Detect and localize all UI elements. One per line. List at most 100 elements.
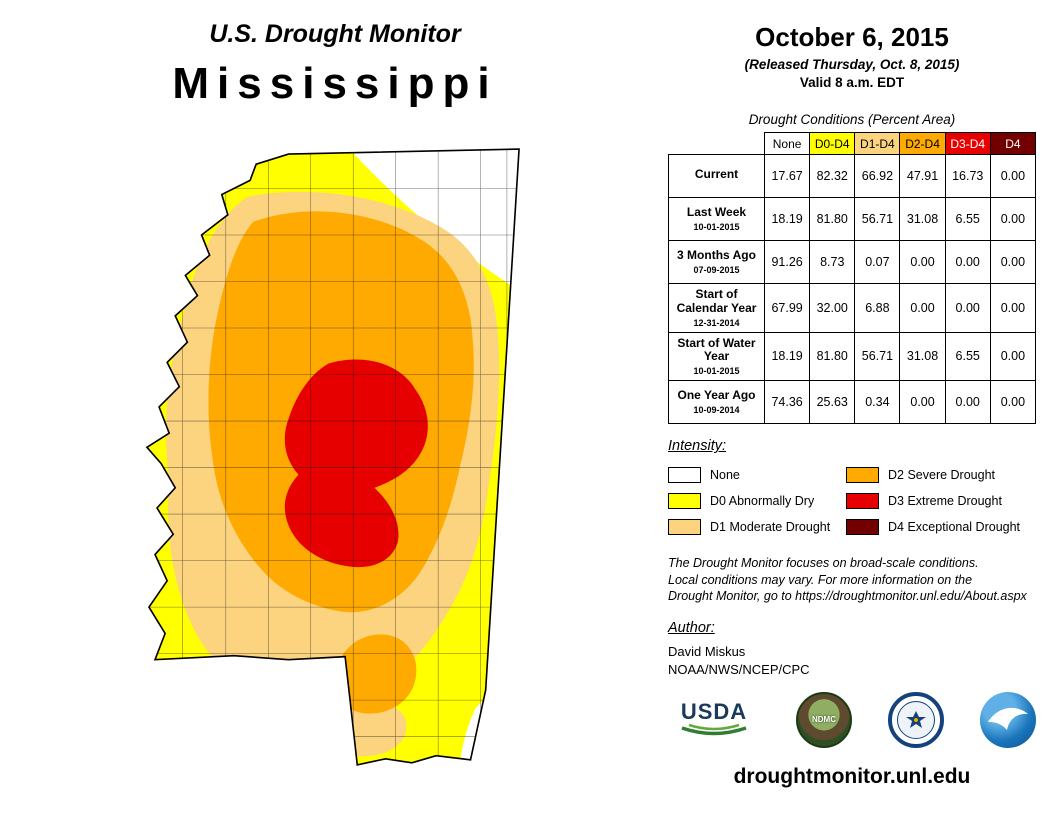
cell-value: 8.73	[809, 240, 856, 284]
d0-swatch	[668, 493, 701, 510]
d3-region	[284, 359, 428, 568]
row-label-cell: Last Week 10-01-2015	[668, 197, 765, 241]
table-row-one-year-ago: One Year Ago 10-09-2014 74.36 25.63 0.34…	[668, 380, 1037, 425]
author-heading: Author:	[668, 619, 715, 636]
row-label: 3 Months Ago	[677, 248, 756, 263]
table-row-start-water-year: Start of Water Year 10-01-2015 18.19 81.…	[668, 331, 1037, 382]
cell-value: 47.91	[899, 154, 946, 198]
row-sublabel: 07-09-2015	[693, 264, 740, 275]
cell-value: 0.00	[989, 240, 1037, 284]
cell-value: 0.00	[989, 154, 1037, 198]
row-label-cell: Current	[668, 154, 765, 198]
mississippi-drought-map	[136, 146, 532, 778]
cell-value: 0.00	[899, 380, 946, 425]
cell-value: 18.19	[763, 197, 811, 241]
legend-item-none: None	[668, 462, 846, 488]
state-outline	[145, 148, 520, 766]
ndmc-logo-text: NDMC	[812, 715, 836, 725]
report-date: October 6, 2015	[755, 22, 949, 52]
cell-value: 0.00	[989, 283, 1037, 333]
none-swatch	[668, 467, 701, 484]
cell-value: 16.73	[944, 154, 991, 198]
commerce-seal-inner	[897, 700, 935, 739]
cell-value: 18.19	[763, 331, 811, 382]
d1-swatch	[668, 519, 701, 536]
cell-value: 0.00	[899, 283, 946, 333]
legend-label: D0 Abnormally Dry	[710, 494, 815, 509]
drought-conditions-table: None D0-D4 D1-D4 D2-D4 D3-D4 D4 Current …	[668, 132, 1037, 425]
title-block: U.S. Drought Monitor Mississippi	[130, 20, 540, 109]
legend-item-d2: D2 Severe Drought	[846, 462, 1036, 488]
col-header-d0-d4: D0-D4	[809, 132, 856, 155]
row-label: Start of Calendar Year	[676, 287, 757, 315]
author-block: Author: David Miskus NOAA/NWS/NCEP/CPC	[668, 620, 1036, 677]
table-row-current: Current 17.67 82.32 66.92 47.91 16.73 0.…	[668, 154, 1037, 198]
row-sublabel: 10-09-2014	[693, 405, 740, 416]
cell-value: 6.55	[944, 331, 991, 382]
col-header-d1-d4: D1-D4	[854, 132, 901, 155]
cell-value: 81.80	[809, 331, 856, 382]
footer-url: droughtmonitor.unl.edu	[733, 764, 971, 788]
col-header-none: None	[763, 132, 811, 155]
cell-value: 32.00	[809, 283, 856, 333]
disclaimer-line: Local conditions may vary. For more info…	[668, 572, 973, 587]
cell-value: 0.00	[944, 380, 991, 425]
row-sublabel: 10-01-2015	[693, 366, 740, 377]
usda-logo-text: USDA	[680, 698, 748, 724]
disclaimer-text: The Drought Monitor focuses on broad-sca…	[668, 555, 1036, 605]
cell-value: 0.00	[944, 283, 991, 333]
usda-logo: USDA	[668, 698, 760, 739]
d1-region-southwest	[191, 661, 267, 708]
noaa-bird-icon	[988, 707, 1028, 730]
col-header-d4: D4	[989, 132, 1037, 155]
cell-value: 56.71	[854, 331, 901, 382]
row-label-cell: Start of Water Year 10-01-2015	[668, 331, 765, 382]
cell-value: 56.71	[854, 197, 901, 241]
cell-value: 6.55	[944, 197, 991, 241]
row-label-cell: One Year Ago 10-09-2014	[668, 380, 765, 425]
cell-value: 0.00	[899, 240, 946, 284]
cell-value: 82.32	[809, 154, 856, 198]
valid-time: Valid 8 a.m. EDT	[799, 75, 905, 90]
agency-logos: USDA NDMC	[668, 689, 1036, 751]
cell-value: 25.63	[809, 380, 856, 425]
cell-value: 66.92	[854, 154, 901, 198]
legend-label: D4 Exceptional Drought	[888, 520, 1021, 535]
cell-value: 0.00	[989, 197, 1037, 241]
legend-grid: None D0 Abnormally Dry D1 Moderate Droug…	[668, 462, 1036, 540]
cell-value: 74.36	[763, 380, 811, 425]
table-corner-cell	[668, 132, 765, 155]
author-org: NOAA/NWS/NCEP/CPC	[668, 661, 810, 677]
cell-value: 0.00	[989, 380, 1037, 425]
cell-value: 31.08	[899, 331, 946, 382]
report-title: U.S. Drought Monitor	[209, 20, 461, 48]
region-title: Mississippi	[172, 59, 498, 108]
ndmc-logo: NDMC	[796, 691, 852, 748]
d2-swatch	[846, 467, 879, 484]
row-sublabel: 10-01-2015	[693, 221, 740, 232]
cell-value: 0.00	[944, 240, 991, 284]
d4-swatch	[846, 519, 879, 536]
col-header-d3-d4: D3-D4	[944, 132, 991, 155]
row-label: One Year Ago	[677, 388, 756, 403]
intensity-legend: Intensity: None D0 Abnormally Dry D1 Mod…	[668, 438, 1036, 540]
legend-label: None	[710, 468, 740, 483]
legend-label: D3 Extreme Drought	[888, 494, 1002, 509]
cell-value: 0.00	[989, 331, 1037, 382]
eagle-icon	[906, 710, 926, 728]
row-sublabel: 12-31-2014	[693, 317, 740, 328]
noaa-logo-icon	[980, 691, 1036, 748]
row-label-cell: 3 Months Ago 07-09-2015	[668, 240, 765, 284]
author-name: David Miskus	[668, 643, 746, 659]
d2-region-south	[335, 634, 417, 714]
cell-value: 67.99	[763, 283, 811, 333]
cell-value: 6.88	[854, 283, 901, 333]
cell-value: 31.08	[899, 197, 946, 241]
disclaimer-line: The Drought Monitor focuses on broad-sca…	[668, 556, 979, 571]
d3-swatch	[846, 493, 879, 510]
table-row-last-week: Last Week 10-01-2015 18.19 81.80 56.71 3…	[668, 197, 1037, 241]
cell-value: 17.67	[763, 154, 811, 198]
legend-item-d0: D0 Abnormally Dry	[668, 488, 846, 514]
table-header-row: None D0-D4 D1-D4 D2-D4 D3-D4 D4	[668, 132, 1037, 155]
legend-item-d3: D3 Extreme Drought	[846, 488, 1036, 514]
